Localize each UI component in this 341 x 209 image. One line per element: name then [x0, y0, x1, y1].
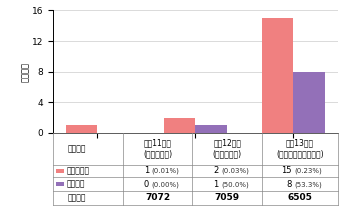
Text: 7072: 7072	[145, 194, 170, 203]
Text: 15: 15	[281, 167, 291, 176]
Text: (0.23%): (0.23%)	[294, 168, 322, 174]
Text: 受診者数: 受診者数	[67, 194, 86, 203]
Text: (0.01%): (0.01%)	[152, 168, 180, 174]
Bar	[164, 117, 195, 133]
Text: 2: 2	[213, 167, 219, 176]
Bar	[56, 182, 64, 186]
Bar	[66, 125, 97, 133]
Text: （年度）: （年度）	[67, 144, 86, 153]
Text: 1: 1	[144, 167, 149, 176]
Text: (50.0%): (50.0%)	[222, 181, 249, 187]
Text: 6505: 6505	[287, 194, 312, 203]
Bar	[56, 169, 64, 173]
Text: 0: 0	[144, 180, 149, 189]
Text: 7059: 7059	[215, 194, 240, 203]
Text: がん発見数: がん発見数	[67, 167, 90, 176]
Text: (0.00%): (0.00%)	[152, 181, 180, 187]
Bar	[195, 125, 227, 133]
Text: 1: 1	[213, 180, 219, 189]
Text: 平成11年度
(超音波併用): 平成11年度 (超音波併用)	[143, 139, 172, 159]
Text: (0.03%): (0.03%)	[222, 168, 249, 174]
Text: 平成13年度
(マンモグラフィ併用): 平成13年度 (マンモグラフィ併用)	[276, 139, 324, 159]
Text: 8: 8	[286, 180, 291, 189]
Y-axis label: （人数）: （人数）	[21, 62, 30, 82]
Text: 平成12年度
(超音波併用): 平成12年度 (超音波併用)	[213, 139, 242, 159]
Text: (53.3%): (53.3%)	[294, 181, 322, 187]
Bar	[262, 18, 293, 133]
Text: 早期がん: 早期がん	[67, 180, 86, 189]
Bar	[293, 72, 325, 133]
